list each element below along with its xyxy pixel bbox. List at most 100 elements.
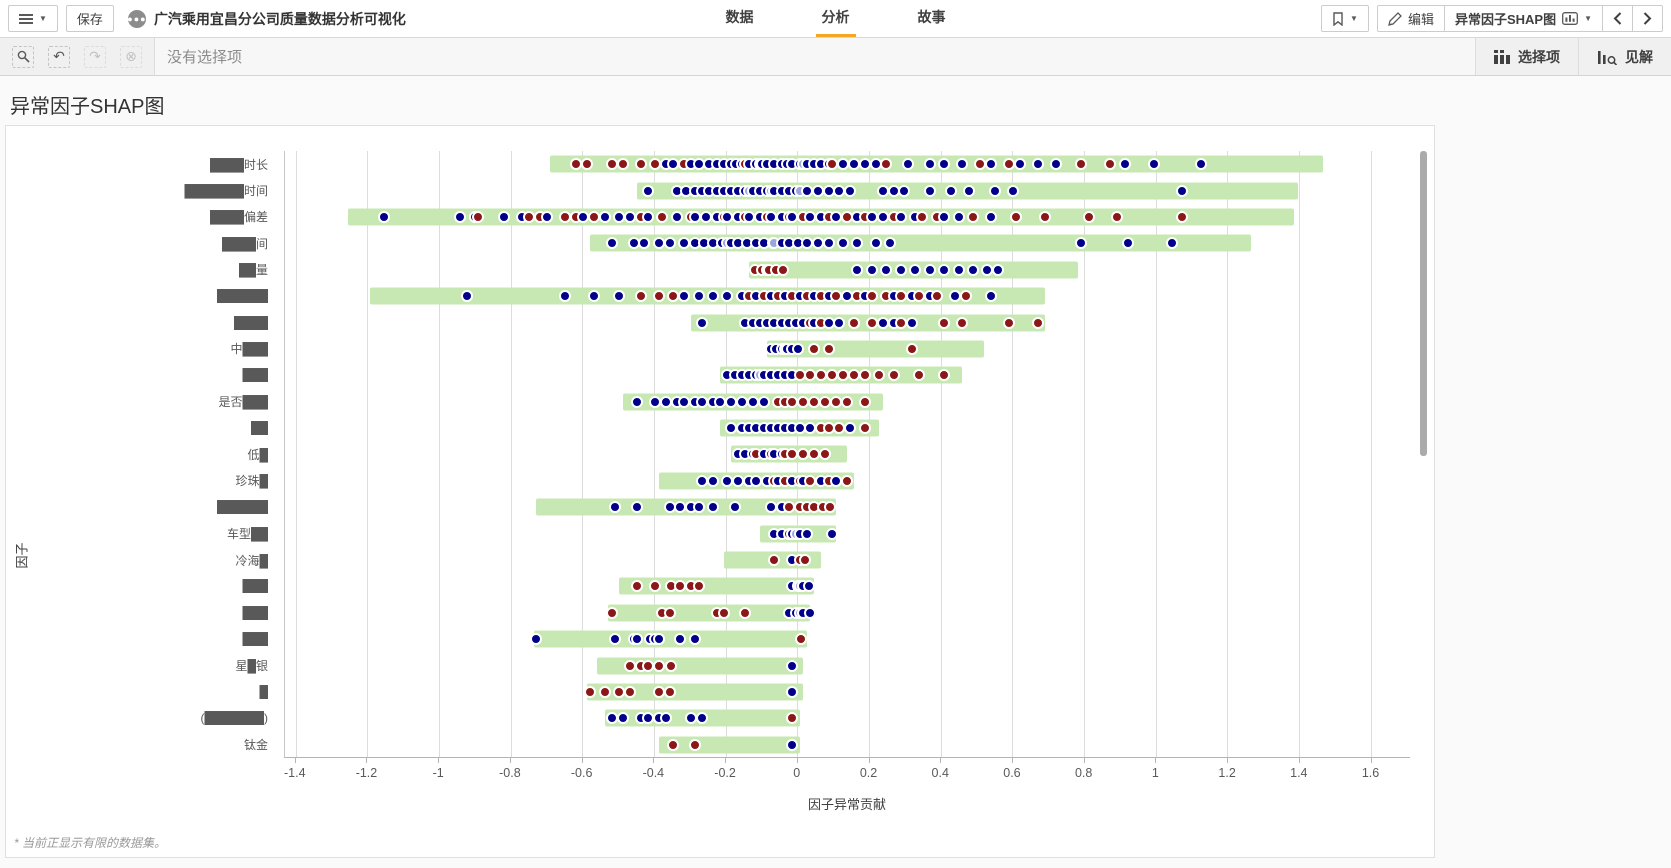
shap-dot[interactable]: [858, 422, 871, 435]
y-axis-label[interactable]: 是否███: [218, 395, 268, 410]
shap-dot[interactable]: [717, 606, 730, 619]
shap-dot[interactable]: [1039, 210, 1052, 223]
shap-dot[interactable]: [851, 263, 864, 276]
shap-dot[interactable]: [909, 263, 922, 276]
shap-dot[interactable]: [616, 712, 629, 725]
shap-dot[interactable]: [678, 290, 691, 303]
app-info-icon[interactable]: ●●●: [127, 9, 146, 28]
shap-dot[interactable]: [902, 158, 914, 171]
shap-dot[interactable]: [634, 290, 647, 303]
shap-dot[interactable]: [1013, 158, 1026, 171]
shap-dot[interactable]: [938, 316, 951, 329]
y-axis-label[interactable]: ████: [233, 315, 268, 330]
shap-dot[interactable]: [808, 342, 821, 355]
shap-dot[interactable]: [688, 633, 701, 646]
shap-dot[interactable]: [804, 606, 817, 619]
shap-dot[interactable]: [634, 158, 647, 171]
save-button[interactable]: 保存: [65, 5, 114, 32]
y-axis-label[interactable]: ███: [242, 632, 268, 647]
shap-dot[interactable]: [1050, 158, 1063, 171]
y-axis-label[interactable]: 珍珠█: [235, 474, 268, 489]
range-bar[interactable]: [586, 683, 804, 701]
shap-dot[interactable]: [631, 501, 644, 514]
shap-dot[interactable]: [912, 369, 925, 382]
shap-dot[interactable]: [985, 290, 998, 303]
y-axis-label[interactable]: ███████时间: [184, 184, 268, 199]
shap-dot[interactable]: [824, 501, 837, 514]
shap-dot[interactable]: [1075, 237, 1088, 250]
shap-dot[interactable]: [706, 290, 719, 303]
shap-dot[interactable]: [967, 210, 979, 223]
y-axis-label[interactable]: ██量: [238, 263, 268, 278]
next-sheet-button[interactable]: [1632, 6, 1662, 31]
shap-dot[interactable]: [967, 263, 979, 276]
shap-dot[interactable]: [840, 474, 853, 487]
y-axis-label[interactable]: ████时长: [209, 157, 268, 172]
shap-dot[interactable]: [530, 633, 543, 646]
shap-dot[interactable]: [1194, 158, 1207, 171]
shap-dot[interactable]: [728, 501, 741, 514]
shap-dot[interactable]: [656, 210, 669, 223]
shap-dot[interactable]: [777, 263, 790, 276]
shap-dot[interactable]: [894, 210, 907, 223]
y-axis-label[interactable]: 冷海█: [235, 553, 268, 568]
range-bar[interactable]: [608, 604, 811, 622]
shap-dot[interactable]: [721, 290, 734, 303]
shap-dot[interactable]: [938, 210, 951, 223]
shap-dot[interactable]: [609, 633, 622, 646]
shap-dot[interactable]: [905, 342, 918, 355]
shap-dot[interactable]: [616, 158, 629, 171]
shap-dot[interactable]: [706, 501, 719, 514]
shap-dot[interactable]: [956, 158, 969, 171]
shap-dot[interactable]: [378, 210, 391, 223]
shap-dot[interactable]: [930, 290, 943, 303]
shap-dot[interactable]: [584, 686, 597, 698]
shap-dot[interactable]: [869, 237, 882, 250]
shap-dot[interactable]: [916, 210, 929, 223]
y-axis-label[interactable]: ███: [242, 605, 268, 620]
shap-dot[interactable]: [963, 184, 976, 197]
shap-dot[interactable]: [598, 686, 611, 698]
bookmarks-button[interactable]: ▼: [1321, 5, 1369, 32]
tab-analysis[interactable]: 分析: [815, 0, 856, 37]
shap-dot[interactable]: [923, 184, 936, 197]
selections-tool-button[interactable]: 选择项: [1476, 38, 1578, 75]
shap-dot[interactable]: [1010, 210, 1023, 223]
shap-dot[interactable]: [883, 237, 896, 250]
shap-dot[interactable]: [880, 263, 893, 276]
shap-dot[interactable]: [609, 501, 622, 514]
shap-dot[interactable]: [923, 158, 936, 171]
shap-dot[interactable]: [1003, 316, 1016, 329]
tab-story[interactable]: 故事: [917, 9, 946, 25]
shap-dot[interactable]: [865, 263, 878, 276]
shap-dot[interactable]: [1104, 158, 1117, 171]
shap-dot[interactable]: [800, 527, 813, 540]
shap-dot[interactable]: [799, 554, 812, 567]
y-axis-label[interactable]: ███: [242, 579, 268, 594]
shap-dot[interactable]: [952, 210, 965, 223]
shap-dot[interactable]: [894, 263, 907, 276]
shap-dot[interactable]: [652, 290, 665, 303]
shap-dot[interactable]: [454, 210, 467, 223]
range-bar[interactable]: [534, 630, 807, 648]
y-axis-label[interactable]: ███: [242, 368, 268, 383]
shap-dot[interactable]: [865, 290, 878, 303]
shap-dot[interactable]: [956, 316, 969, 329]
shap-dot[interactable]: [580, 158, 593, 171]
shap-dot[interactable]: [833, 316, 846, 329]
shap-dot[interactable]: [692, 501, 705, 514]
shap-dot[interactable]: [587, 290, 600, 303]
y-axis-label[interactable]: 车型██: [226, 527, 268, 542]
shap-dot[interactable]: [1032, 158, 1044, 171]
shap-dot[interactable]: [670, 210, 683, 223]
shap-dot[interactable]: [985, 158, 998, 171]
current-selections-strip[interactable]: 没有选择项: [154, 38, 1476, 75]
shap-dot[interactable]: [826, 527, 839, 540]
shap-dot[interactable]: [641, 184, 654, 197]
shap-dot[interactable]: [665, 659, 678, 672]
shap-dot[interactable]: [652, 633, 665, 646]
shap-dot[interactable]: [1111, 210, 1124, 223]
shap-dot[interactable]: [631, 395, 644, 408]
y-axis-label[interactable]: ████偏差: [209, 210, 268, 225]
y-axis-label[interactable]: 中███: [230, 342, 268, 357]
